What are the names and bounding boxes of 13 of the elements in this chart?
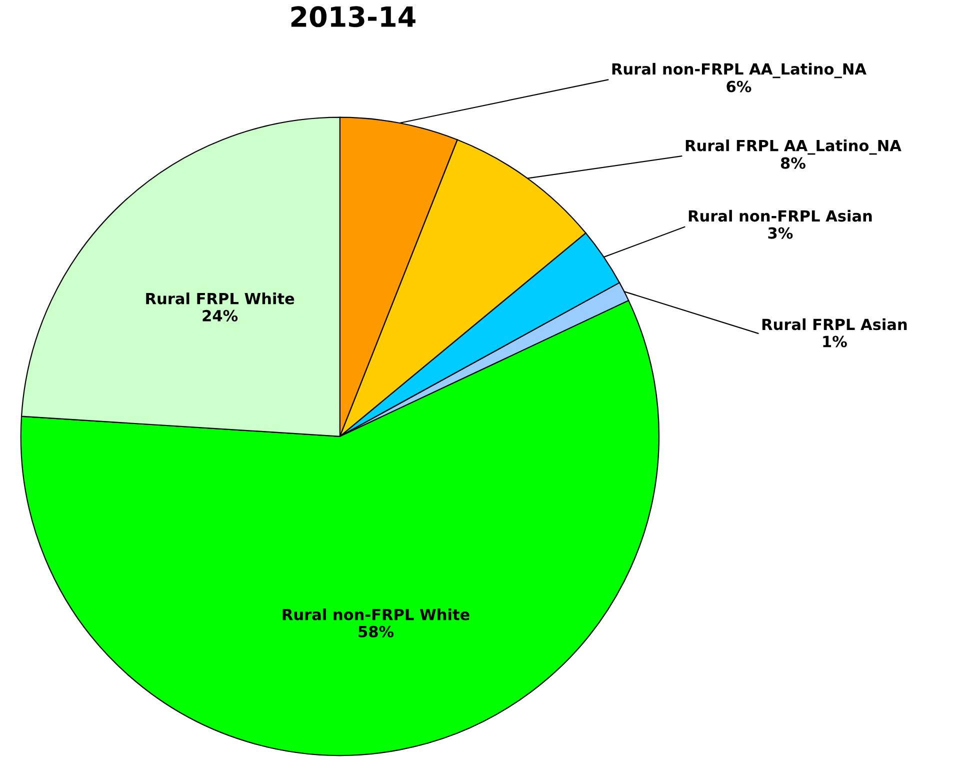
data-label: 3%	[768, 227, 793, 239]
slice-label: Rural non-FRPL Asian	[688, 210, 872, 222]
slice-label: Rural non-FRPL White	[282, 608, 470, 620]
data-label: 58%	[358, 626, 394, 638]
data-label: 8%	[780, 157, 806, 169]
slice-label: Rural non-FRPL AA_Latino_NA	[612, 62, 866, 78]
slice-label: Rural FRPL Asian	[762, 318, 907, 330]
chart-title: 2013-14	[291, 6, 416, 28]
data-label: 6%	[726, 80, 752, 92]
data-label: 1%	[823, 336, 847, 348]
data-label: 24%	[202, 310, 238, 322]
slice-label: Rural FRPL White	[146, 292, 294, 304]
slice-label: Rural FRPL AA_Latino_NA	[686, 139, 902, 155]
